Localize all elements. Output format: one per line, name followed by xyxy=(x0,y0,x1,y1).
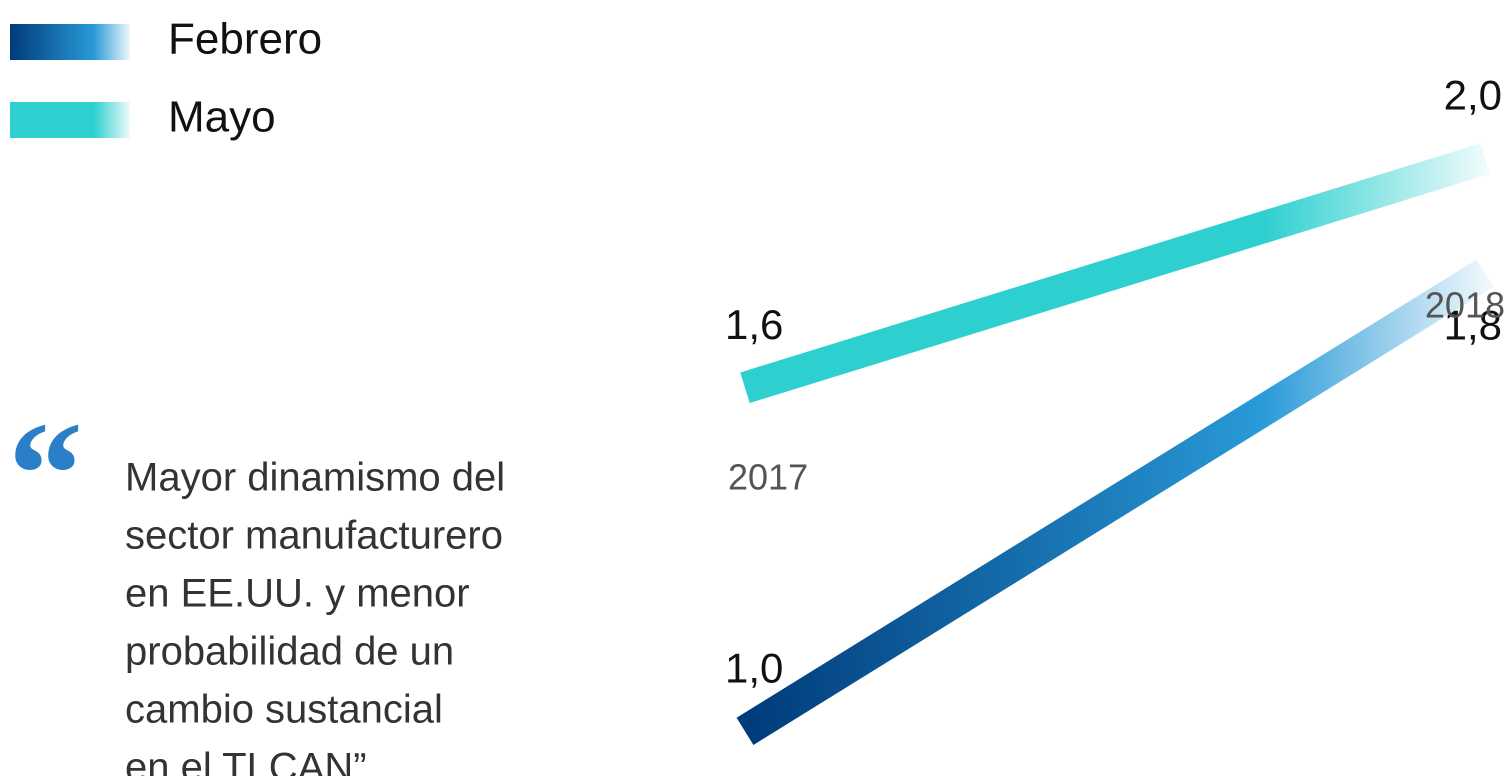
annotation-line: cambio sustancial xyxy=(125,688,443,732)
value-label: 1,6 xyxy=(725,301,783,348)
annotation-line: probabilidad de un xyxy=(125,630,454,674)
legend-label: Febrero xyxy=(168,15,322,64)
x-tick-label: 2017 xyxy=(728,457,808,498)
value-label: 2,0 xyxy=(1444,72,1502,119)
value-label: 1,0 xyxy=(725,644,783,691)
annotation-line: Mayor dinamismo del xyxy=(125,456,505,500)
annotation-line: en EE.UU. y menor xyxy=(125,572,470,616)
legend-swatch xyxy=(10,24,130,60)
series-line xyxy=(740,143,1490,404)
annotation-line: sector manufacturero xyxy=(125,514,503,558)
legend-label: Mayo xyxy=(168,93,276,142)
x-tick-label: 2018 xyxy=(1425,285,1505,326)
quote-icon: “ xyxy=(8,391,83,557)
annotation-line: en el TLCAN” xyxy=(125,746,367,776)
legend-swatch xyxy=(10,102,130,138)
value-label: 1,8 xyxy=(1444,301,1502,348)
series-line xyxy=(736,259,1494,745)
